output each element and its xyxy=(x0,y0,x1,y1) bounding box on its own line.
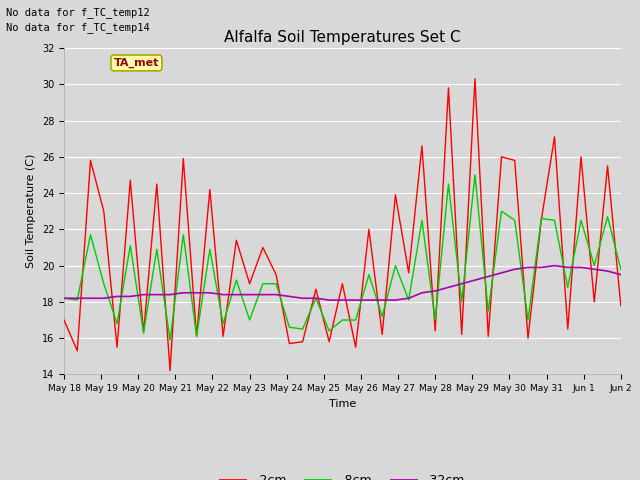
Legend: -2cm, -8cm, -32cm: -2cm, -8cm, -32cm xyxy=(215,469,470,480)
Text: TA_met: TA_met xyxy=(114,58,159,68)
X-axis label: Time: Time xyxy=(329,399,356,408)
Text: No data for f_TC_temp14: No data for f_TC_temp14 xyxy=(6,22,150,33)
Text: No data for f_TC_temp12: No data for f_TC_temp12 xyxy=(6,7,150,18)
Title: Alfalfa Soil Temperatures Set C: Alfalfa Soil Temperatures Set C xyxy=(224,30,461,46)
Y-axis label: Soil Temperature (C): Soil Temperature (C) xyxy=(26,154,36,268)
